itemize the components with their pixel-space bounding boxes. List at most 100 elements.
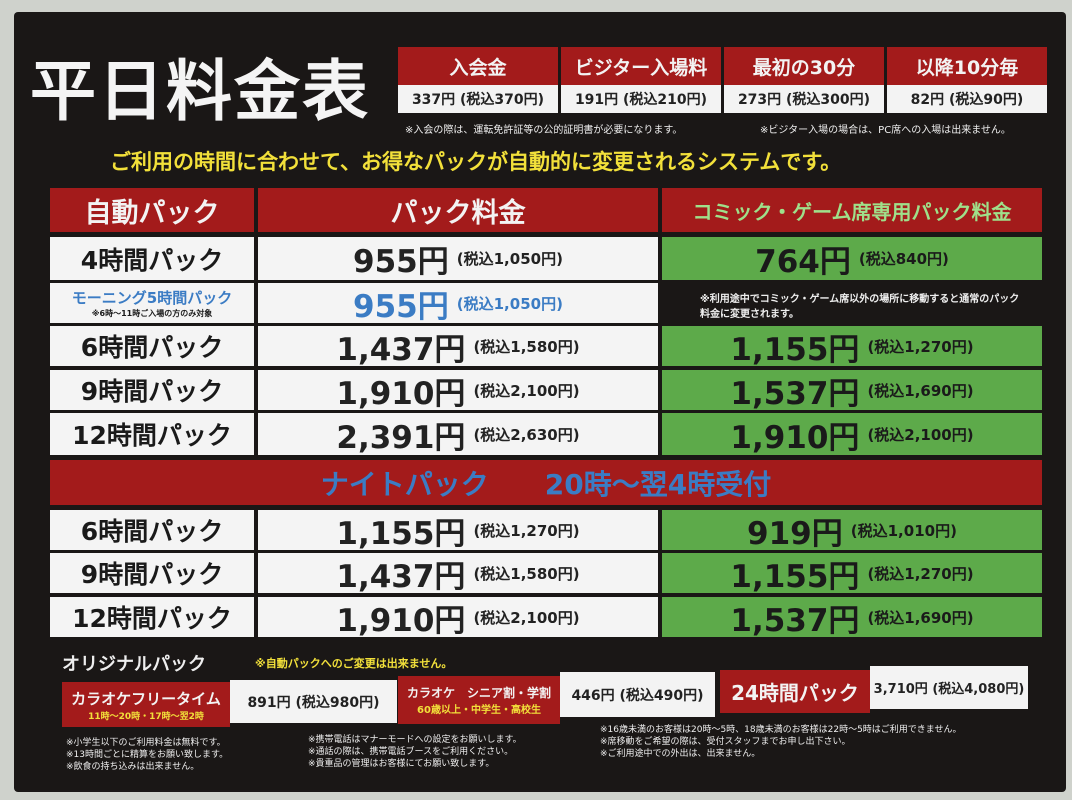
- comic-value: 1,910円: [730, 419, 860, 456]
- price-value: 955円: [353, 288, 449, 325]
- footer-note: ※ご利用途中での外出は、出来ません。: [600, 749, 761, 759]
- fee-label: 入会金: [398, 47, 558, 85]
- row-price: 1,910円 (税込2,100円): [258, 370, 658, 412]
- comic-tax: (税込1,270円): [867, 337, 974, 356]
- row-comic-price: 919円 (税込1,010円): [662, 510, 1042, 552]
- fee-value: 273円 (税込300円): [724, 85, 884, 113]
- row-comic-price: 1,537円 (税込1,690円): [662, 597, 1042, 639]
- row-label: 4時間パック: [50, 237, 254, 280]
- comic-note: ※利用途中でコミック・ゲーム席以外の場所に移動すると通常のパック料金に変更されま…: [700, 294, 1020, 320]
- row-price: 955円 (税込1,050円): [258, 283, 658, 325]
- fee-label: 以降10分毎: [887, 47, 1047, 85]
- price-tax: (税込2,100円): [473, 608, 580, 627]
- price-tax: (税込1,580円): [473, 564, 580, 583]
- row-price: 955円 (税込1,050円): [258, 237, 658, 280]
- comic-tax: (税込1,690円): [867, 381, 974, 400]
- fee-visitor: ビジター入場料 191円 (税込210円): [561, 47, 721, 113]
- fee-label: 最初の30分: [724, 47, 884, 85]
- fee-first-30: 最初の30分 273円 (税込300円): [724, 47, 884, 113]
- fee-value: 82円 (税込90円): [887, 85, 1047, 113]
- karaoke-discount-label: カラオケ シニア割・学割 60歳以上・中学生・高校生: [398, 676, 560, 724]
- row-comic-price: 764円 (税込840円): [662, 237, 1042, 280]
- row-label-morning: モーニング5時間パック ※6時〜11時ご入場の方のみ対象: [50, 283, 254, 323]
- 24h-pack-label: 24時間パック: [720, 670, 870, 713]
- comic-tax: (税込2,100円): [867, 425, 974, 444]
- row-price: 1,910円 (税込2,100円): [258, 597, 658, 639]
- row-label: 6時間パック: [50, 510, 254, 550]
- comic-value: 1,537円: [730, 375, 860, 412]
- footer-notes-2: ※携帯電話はマナーモードへの設定をお願いします。 ※通話の際は、携帯電話ブースをご…: [308, 734, 522, 770]
- item-sub: 11時〜20時・17時〜翌2時: [88, 711, 204, 722]
- header-comic-price: コミック・ゲーム席専用パック料金: [662, 188, 1042, 232]
- item-sub: 60歳以上・中学生・高校生: [417, 705, 541, 716]
- fee-note: ※入会の際は、運転免許証等の公的証明書が必要になります。: [405, 125, 683, 136]
- price-tax: (税込2,100円): [473, 381, 580, 400]
- row-price: 1,155円 (税込1,270円): [258, 510, 658, 552]
- footer-note: ※16歳未満のお客様は20時〜5時、18歳未満のお客様は22時〜5時はご利用でき…: [600, 725, 962, 735]
- footer-note: ※貴重品の管理はお客様にてお願い致します。: [308, 759, 495, 769]
- price-value: 1,437円: [336, 331, 466, 368]
- footer-note: ※飲食の持ち込みは出来ません。: [66, 762, 200, 772]
- row-label: 12時間パック: [50, 597, 254, 637]
- footer-notes-1: ※小学生以下のご利用料金は無料です。 ※13時間ごとに精算をお願い致します。 ※飲食…: [66, 737, 228, 773]
- row-price: 1,437円 (税込1,580円): [258, 326, 658, 368]
- price-tax: (税込1,270円): [473, 521, 580, 540]
- row-price: 2,391円 (税込2,630円): [258, 413, 658, 456]
- karaoke-free-price: 891円 (税込980円): [230, 680, 397, 723]
- morning-sub: ※6時〜11時ご入場の方のみ対象: [91, 309, 213, 318]
- fee-per-10: 以降10分毎 82円 (税込90円): [887, 47, 1047, 113]
- price-tax: (税込1,580円): [473, 337, 580, 356]
- karaoke-discount-price: 446円 (税込490円): [560, 672, 715, 717]
- price-value: 2,391円: [336, 419, 466, 456]
- price-value: 1,437円: [336, 558, 466, 595]
- price-value: 955円: [353, 244, 449, 280]
- original-pack-note: ※自動パックへのご変更は出来ません。: [255, 657, 453, 670]
- price-tax: (税込1,050円): [456, 294, 563, 313]
- row-label: 9時間パック: [50, 553, 254, 593]
- row-comic-price: 1,910円 (税込2,100円): [662, 413, 1042, 456]
- header-auto-pack: 自動パック: [50, 188, 254, 232]
- price-value: 1,910円: [336, 602, 466, 639]
- footer-note: ※通話の際は、携帯電話ブースをご利用ください。: [308, 747, 514, 757]
- header-pack-price: パック料金: [258, 188, 658, 232]
- price-tax: (税込1,050円): [456, 250, 563, 268]
- row-label: 12時間パック: [50, 413, 254, 455]
- morning-label: モーニング5時間パック: [71, 289, 233, 307]
- item-label: カラオケ シニア割・学割: [406, 686, 551, 700]
- page-title: 平日料金表: [30, 53, 370, 130]
- footer-note: ※席移動をご希望の際は、受付スタッフまでお申し出下さい。: [600, 737, 851, 747]
- footer-note: ※小学生以下のご利用料金は無料です。: [66, 738, 226, 748]
- fee-note: ※ビジター入場の場合は、PC席への入場は出来ません。: [760, 125, 1011, 136]
- row-label: 6時間パック: [50, 326, 254, 366]
- item-label: カラオケフリータイム: [71, 689, 221, 708]
- fee-value: 191円 (税込210円): [561, 85, 721, 113]
- comic-value: 919円: [747, 515, 843, 552]
- comic-value: 1,537円: [730, 602, 860, 639]
- comic-tax: (税込1,010円): [850, 521, 957, 540]
- comic-value: 1,155円: [730, 558, 860, 595]
- original-pack-title: オリジナルパック: [62, 654, 206, 675]
- karaoke-free-label: カラオケフリータイム 11時〜20時・17時〜翌2時: [62, 682, 230, 727]
- row-label: 9時間パック: [50, 370, 254, 410]
- row-price: 1,437円 (税込1,580円): [258, 553, 658, 595]
- price-value: 1,155円: [336, 515, 466, 552]
- footer-note: ※携帯電話はマナーモードへの設定をお願いします。: [308, 735, 522, 745]
- fee-value: 337円 (税込370円): [398, 85, 558, 113]
- comic-tax: (税込1,270円): [867, 564, 974, 583]
- night-pack-header: ナイトパック 20時〜翌4時受付: [50, 460, 1042, 505]
- row-comic-price: 1,155円 (税込1,270円): [662, 326, 1042, 368]
- price-value: 1,910円: [336, 375, 466, 412]
- fee-label: ビジター入場料: [561, 47, 721, 85]
- headline: ご利用の時間に合わせて、お得なパックが自動的に変更されるシステムです。: [110, 150, 842, 174]
- row-comic-price: 1,537円 (税込1,690円): [662, 370, 1042, 412]
- footer-notes-3: ※16歳未満のお客様は20時〜5時、18歳未満のお客様は22時〜5時はご利用でき…: [600, 724, 962, 760]
- footer-note: ※13時間ごとに精算をお願い致します。: [66, 750, 229, 760]
- comic-value: 764円: [755, 244, 851, 280]
- 24h-pack-price: 3,710円 (税込4,080円): [870, 666, 1028, 709]
- row-comic-price: 1,155円 (税込1,270円): [662, 553, 1042, 595]
- fee-membership: 入会金 337円 (税込370円): [398, 47, 558, 113]
- comic-tax: (税込1,690円): [867, 608, 974, 627]
- comic-tax: (税込840円): [858, 250, 949, 268]
- price-tax: (税込2,630円): [473, 425, 580, 444]
- comic-value: 1,155円: [730, 331, 860, 368]
